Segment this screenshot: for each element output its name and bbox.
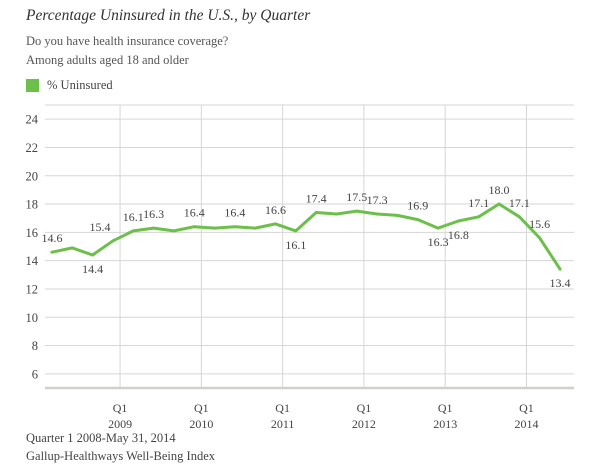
x-tick-label-year: 2014: [514, 417, 538, 431]
data-point: [517, 215, 521, 219]
y-tick-label: 22: [26, 141, 39, 155]
data-point: [436, 226, 440, 230]
data-point: [213, 226, 217, 230]
data-point: [395, 213, 399, 217]
y-tick-label: 16: [26, 226, 39, 240]
data-point: [334, 212, 338, 216]
legend: % Uninsured: [26, 78, 113, 93]
data-point: [253, 226, 257, 230]
data-label: 14.6: [42, 231, 63, 245]
data-point: [538, 236, 542, 240]
data-point: [375, 212, 379, 216]
data-point: [355, 209, 359, 213]
data-label: 16.4: [224, 206, 245, 220]
data-point: [497, 202, 501, 206]
data-label: 18.0: [489, 183, 510, 197]
data-point: [131, 229, 135, 233]
footer-source: Gallup-Healthways Well-Being Index: [26, 449, 215, 463]
data-label: 16.3: [143, 207, 164, 221]
data-point: [70, 246, 74, 250]
x-tick-label-quarter: Q1: [194, 401, 209, 415]
y-tick-label: 18: [26, 198, 39, 212]
data-label: 16.1: [123, 210, 144, 224]
data-label: 17.4: [306, 192, 327, 206]
y-tick-label: 6: [32, 367, 38, 381]
y-tick-label: 10: [26, 311, 39, 325]
data-label: 17.5: [346, 190, 367, 204]
data-point: [50, 250, 54, 254]
chart-subtitle-population: Among adults aged 18 and older: [26, 53, 189, 67]
data-point: [416, 218, 420, 222]
data-label: 16.3: [428, 235, 449, 249]
data-label: 15.4: [89, 220, 110, 234]
data-point: [172, 229, 176, 233]
x-tick-label-year: 2011: [271, 417, 295, 431]
x-tick-label-year: 2010: [189, 417, 213, 431]
data-label: 16.1: [285, 238, 306, 252]
chart-title: Percentage Uninsured in the U.S., by Qua…: [26, 7, 311, 24]
y-tick-label: 8: [32, 339, 38, 353]
footer-date-range: Quarter 1 2008-May 31, 2014: [26, 431, 176, 445]
data-point: [294, 229, 298, 233]
x-tick-label-quarter: Q1: [357, 401, 372, 415]
data-label: 16.6: [265, 203, 286, 217]
data-point: [152, 226, 156, 230]
x-tick-label-quarter: Q1: [438, 401, 453, 415]
y-tick-label: 14: [26, 254, 39, 268]
data-label: 16.4: [184, 206, 205, 220]
data-point: [91, 253, 95, 257]
x-tick-label-quarter: Q1: [519, 401, 534, 415]
data-point: [111, 239, 115, 243]
y-tick-label: 24: [26, 113, 39, 127]
x-tick-label-year: 2012: [352, 417, 376, 431]
data-label: 17.1: [468, 196, 489, 210]
legend-swatch-uninsured: [26, 79, 39, 92]
x-tick-label-quarter: Q1: [275, 401, 290, 415]
y-tick-label: 20: [26, 169, 39, 183]
data-point: [558, 267, 562, 271]
data-label: 15.6: [529, 217, 550, 231]
data-label: 17.1: [509, 196, 530, 210]
legend-label-uninsured: % Uninsured: [47, 78, 113, 92]
data-label: 16.9: [407, 199, 428, 213]
x-tick-label-year: 2013: [433, 417, 457, 431]
data-point: [477, 215, 481, 219]
data-label: 14.4: [82, 262, 103, 276]
data-label: 16.8: [448, 228, 469, 242]
data-point: [456, 219, 460, 223]
data-point: [233, 225, 237, 229]
x-tick-label-year: 2009: [108, 417, 132, 431]
data-label: 17.3: [367, 193, 388, 207]
y-tick-label: 12: [26, 282, 39, 296]
data-point: [274, 222, 278, 226]
data-point: [314, 211, 318, 215]
chart-subtitle-question: Do you have health insurance coverage?: [26, 34, 229, 48]
x-tick-label-quarter: Q1: [113, 401, 128, 415]
data-label: 13.4: [550, 276, 571, 290]
data-point: [192, 225, 196, 229]
series-line-uninsured: [50, 202, 562, 271]
